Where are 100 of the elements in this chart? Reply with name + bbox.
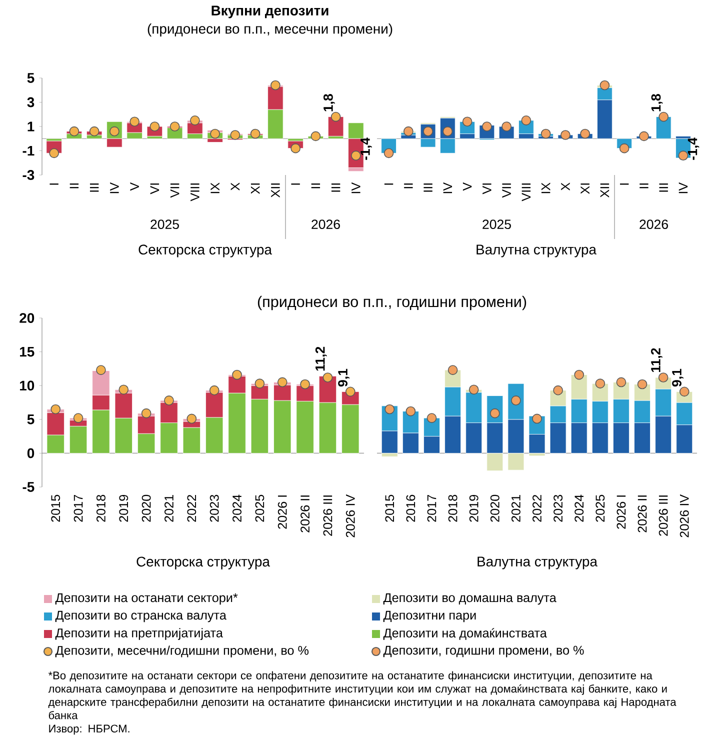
data-label: 11,2 xyxy=(651,348,662,372)
point xyxy=(678,150,688,161)
x-tick-label: I xyxy=(620,184,629,185)
y-tick-label: 1 xyxy=(28,122,34,132)
x-tick-label: 2026 III xyxy=(658,496,668,536)
chart-subtitle: (придонеси во п.п., месечни промени) xyxy=(148,23,392,36)
x-tick-label: IV xyxy=(110,182,119,194)
point xyxy=(442,126,453,136)
x-tick-label: VI xyxy=(482,184,492,194)
x-tick-label: 2015 xyxy=(385,494,394,522)
data-label: 9,1 xyxy=(338,368,350,387)
x-tick-label: III xyxy=(659,184,668,192)
point xyxy=(330,112,341,122)
x-tick-label: 2020 xyxy=(142,494,151,522)
point xyxy=(50,404,61,414)
x-tick-label: XI xyxy=(250,184,260,194)
point xyxy=(679,386,690,397)
point xyxy=(482,122,492,132)
x-axis-title: Секторска структура xyxy=(138,244,272,258)
x-tick-label: 2021 xyxy=(511,494,520,522)
x-tick-label: II xyxy=(70,184,79,188)
y-tick-label: -5 xyxy=(22,482,34,492)
legend-label: Депозити на претпријатијата xyxy=(55,628,223,640)
data-label: -1,4 xyxy=(688,138,700,160)
x-tick-label: IX xyxy=(210,182,220,194)
point xyxy=(637,379,648,390)
legend-label: Депозити на домаќинствата xyxy=(383,628,547,640)
point xyxy=(406,406,416,416)
text: *Во депозитите на останати сектори се опфатени депозитите на останатите финансиски институции, депозитите на локалната самоуправа и депозитите на непрофитните институции кои им служат на домаќинствата кај банките, како и денарските трансферабилни депозити на останатите финансиски институции и на локалната самоуправа кај Народната банка xyxy=(48,671,676,720)
point xyxy=(310,131,321,142)
point xyxy=(490,408,500,418)
x-tick-label: 2023 xyxy=(554,494,563,522)
point xyxy=(69,126,80,136)
x-tick-label: 2018 xyxy=(448,494,458,522)
x-tick-label: IX xyxy=(541,182,550,194)
point xyxy=(49,148,59,158)
data-label: 1,8 xyxy=(324,94,335,112)
x-axis-title: Валутна структура xyxy=(478,556,598,570)
x-tick-label: 2023 xyxy=(210,494,219,522)
point xyxy=(619,143,630,154)
x-tick-label: XII xyxy=(600,184,610,198)
data-label: 1,8 xyxy=(651,94,663,112)
point xyxy=(448,365,458,375)
y-tick-label: 20 xyxy=(20,313,34,323)
point xyxy=(600,80,610,90)
point xyxy=(89,126,100,136)
x-tick-label: VI xyxy=(150,184,160,194)
point xyxy=(532,414,542,424)
point xyxy=(616,377,626,388)
point xyxy=(574,370,584,380)
legend-label: Депозити во странска валута xyxy=(55,610,226,622)
x-tick-label: 2026 II xyxy=(300,496,310,532)
point xyxy=(190,116,200,126)
x-tick-label: 2026 II xyxy=(638,496,647,532)
x-tick-label: 2021 xyxy=(164,494,174,522)
x-tick-label: 2024 xyxy=(232,494,242,522)
x-tick-label: 2026 III xyxy=(323,496,332,536)
x-tick-label: VIII xyxy=(522,184,531,202)
point xyxy=(254,378,265,388)
point xyxy=(595,378,606,388)
point xyxy=(150,122,160,132)
data-label: 9,1 xyxy=(672,368,684,387)
point xyxy=(560,130,570,140)
y-tick-label: -3 xyxy=(22,170,34,180)
data-label: -1,4 xyxy=(360,138,372,160)
data-label: 11,2 xyxy=(315,346,327,371)
y-tick-label: 0 xyxy=(27,448,34,458)
point xyxy=(384,148,394,158)
point xyxy=(209,385,220,396)
point xyxy=(658,112,669,122)
x-tick-label: VII xyxy=(502,184,511,198)
legend-label: Депозити, месечни/годишни промени, во % xyxy=(55,646,309,658)
x-tick-label: III xyxy=(424,184,432,192)
chart-title: (придонеси во п.п., годишни промени) xyxy=(258,296,526,310)
point xyxy=(170,122,180,132)
point xyxy=(384,404,395,414)
x-tick-label: IV xyxy=(678,182,688,194)
point xyxy=(553,385,563,396)
x-tick-label: I xyxy=(291,184,300,185)
x-tick-label: 2025 xyxy=(596,494,605,522)
x-tick-label: 2026 IV xyxy=(680,494,689,538)
y-tick-label: 3 xyxy=(27,97,34,108)
text: 2026 xyxy=(640,220,668,230)
point xyxy=(290,143,300,154)
point xyxy=(250,128,260,139)
x-tick-label: X xyxy=(561,182,570,190)
point xyxy=(423,126,433,136)
legend-label: Депозити на останати сектори* xyxy=(55,593,238,605)
point xyxy=(468,384,479,395)
x-tick-label: 2016 xyxy=(406,494,416,522)
x-tick-label: 2020 xyxy=(490,494,500,522)
point xyxy=(277,377,288,388)
point xyxy=(270,80,280,90)
x-tick-label: 2017 xyxy=(427,494,436,522)
point xyxy=(300,379,310,390)
point xyxy=(232,370,242,380)
point xyxy=(345,386,356,397)
legend-label: Депозитни пари xyxy=(383,610,476,622)
point xyxy=(322,372,333,382)
point xyxy=(351,150,361,161)
